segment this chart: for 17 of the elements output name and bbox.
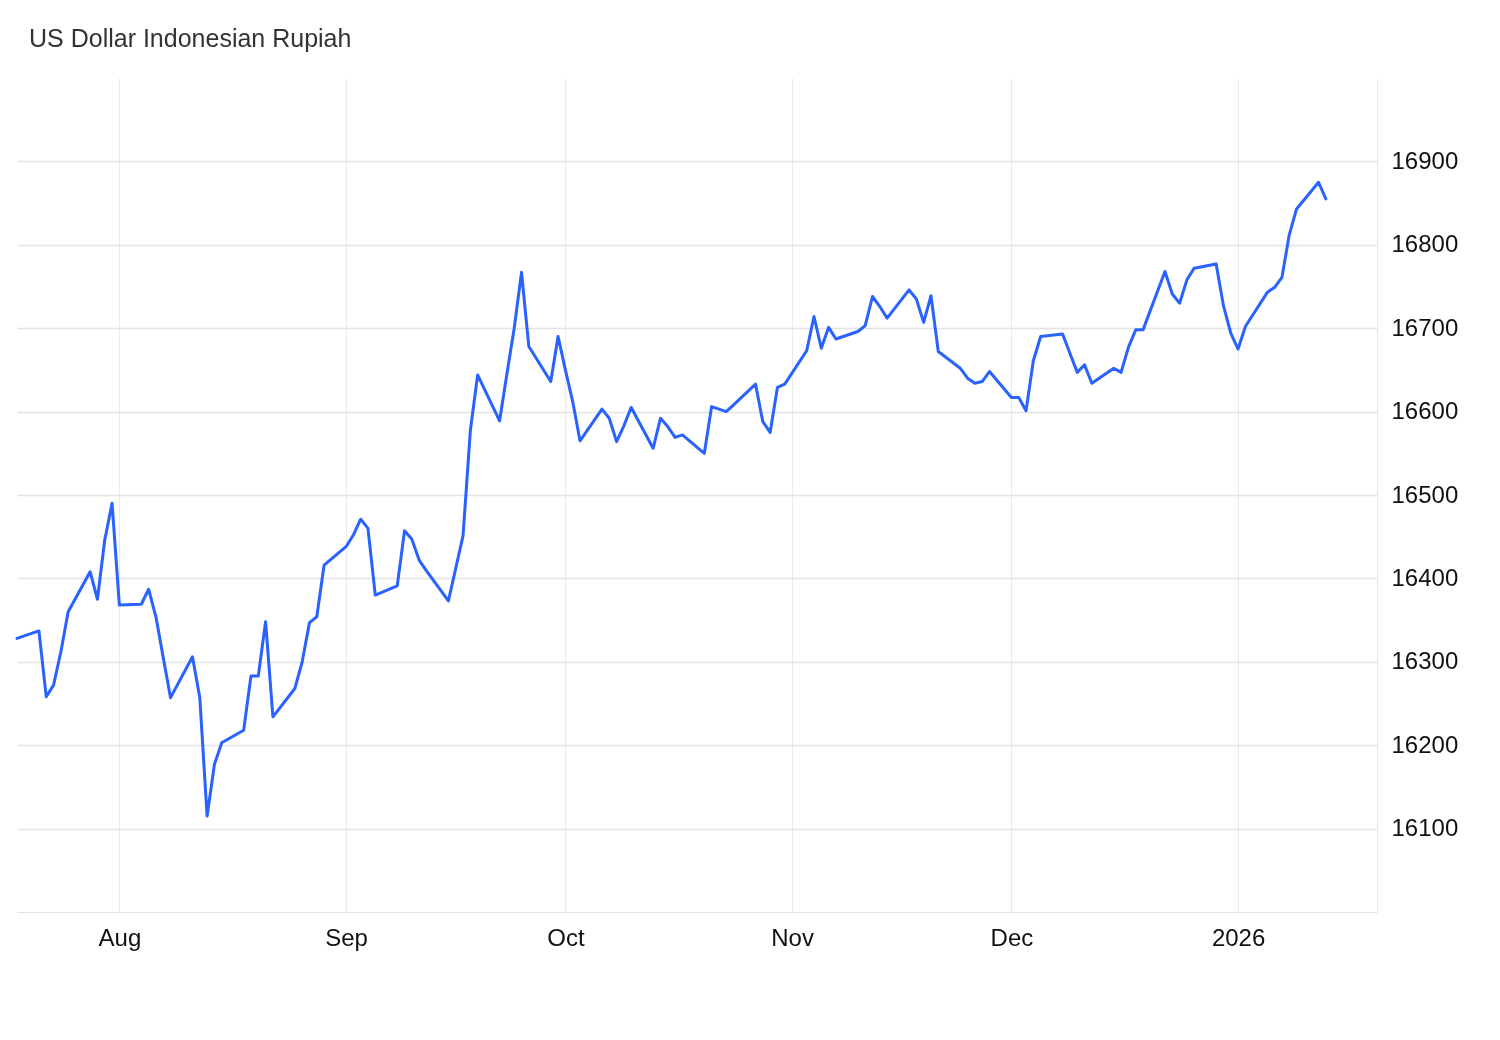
y-tick-label: 16200	[1391, 730, 1459, 758]
y-tick-label: 16900	[1391, 146, 1459, 174]
x-tick-label: Dec	[990, 923, 1034, 951]
y-tick-label: 16100	[1391, 814, 1459, 842]
x-tick-label: 2026	[1211, 923, 1266, 951]
x-tick-label: Aug	[98, 923, 142, 951]
x-tick-label: Sep	[325, 923, 368, 951]
line-series	[15, 180, 1328, 818]
y-tick-label: 16300	[1391, 647, 1459, 675]
chart-title: US Dollar Indonesian Rupiah	[29, 24, 352, 52]
y-tick-label: 16400	[1391, 563, 1459, 591]
x-tick-label: Nov	[771, 923, 814, 951]
y-tick-label: 16600	[1391, 397, 1459, 425]
x-tick-label: Oct	[547, 923, 585, 951]
y-tick-label: 16500	[1391, 480, 1459, 508]
y-tick-label: 16700	[1391, 313, 1459, 341]
y-tick-label: 16800	[1391, 230, 1459, 258]
